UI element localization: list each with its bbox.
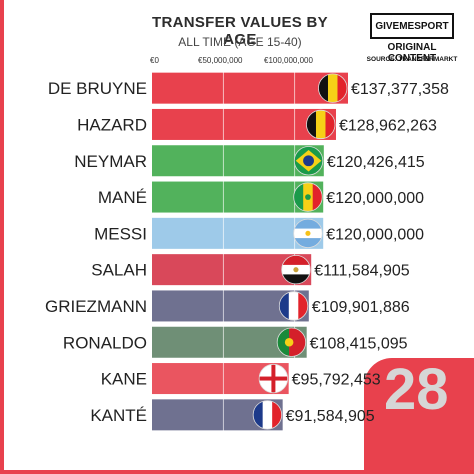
france-flag-icon [278, 291, 309, 321]
x-tick-label: €0 [150, 56, 159, 65]
x-tick-label: €100,000,000 [264, 56, 313, 65]
value-label: €137,377,358 [351, 81, 449, 98]
value-label: €108,415,095 [310, 335, 408, 352]
category-label: GRIEZMANN [45, 297, 147, 316]
argentina-flag-icon [293, 218, 323, 249]
category-label: KANE [101, 370, 147, 389]
value-label: €111,584,905 [314, 263, 410, 280]
left-accent-edge [0, 0, 4, 474]
belgium-flag-icon [306, 109, 336, 140]
brazil-flag-icon [293, 146, 324, 176]
flags-group [252, 73, 348, 430]
labels-group: DE BRUYNE €137,377,358 HAZARD €128,962,263 N… [45, 79, 449, 425]
x-tick-label: €50,000,000 [198, 56, 243, 65]
england-flag-icon [258, 363, 289, 394]
value-label: €91,584,905 [286, 408, 375, 425]
chart-title: TRANSFER VALUES BY AGE [152, 14, 328, 48]
bar [152, 108, 336, 140]
source-note: SOURCE: TRANSFERMARKT [366, 56, 458, 63]
value-label: €120,000,000 [326, 190, 424, 207]
france-flag-icon [252, 400, 283, 430]
senegal-flag-icon [293, 182, 323, 212]
brand-tagline: ORIGINAL CONTENT [387, 42, 437, 64]
chart-subtitle: ALL TIME (AGE 15-40) [178, 35, 302, 49]
value-label: €109,901,886 [312, 299, 410, 316]
category-label: MANÉ [98, 188, 147, 207]
value-label: €120,000,000 [326, 226, 424, 243]
age-counter-panel [364, 358, 474, 474]
bar [152, 72, 348, 104]
portugal-flag-icon [276, 327, 307, 357]
category-label: HAZARD [77, 115, 147, 134]
brand-logo: GIVEMESPORT [370, 13, 454, 39]
age-counter-value: 28 [384, 357, 449, 422]
category-label: KANTÉ [90, 406, 147, 425]
belgium-flag-icon [318, 73, 348, 103]
value-label: €95,792,453 [292, 372, 381, 389]
category-label: RONALDO [63, 333, 147, 352]
value-label: €128,962,263 [339, 117, 437, 134]
bottom-accent-edge [0, 470, 474, 474]
category-label: NEYMAR [74, 152, 147, 171]
category-label: DE BRUYNE [48, 79, 147, 98]
gridlines-group [222, 68, 296, 433]
egypt-flag-icon [281, 254, 311, 285]
value-label: €120,426,415 [327, 154, 425, 171]
category-label: MESSI [94, 224, 147, 243]
category-label: SALAH [91, 261, 147, 280]
